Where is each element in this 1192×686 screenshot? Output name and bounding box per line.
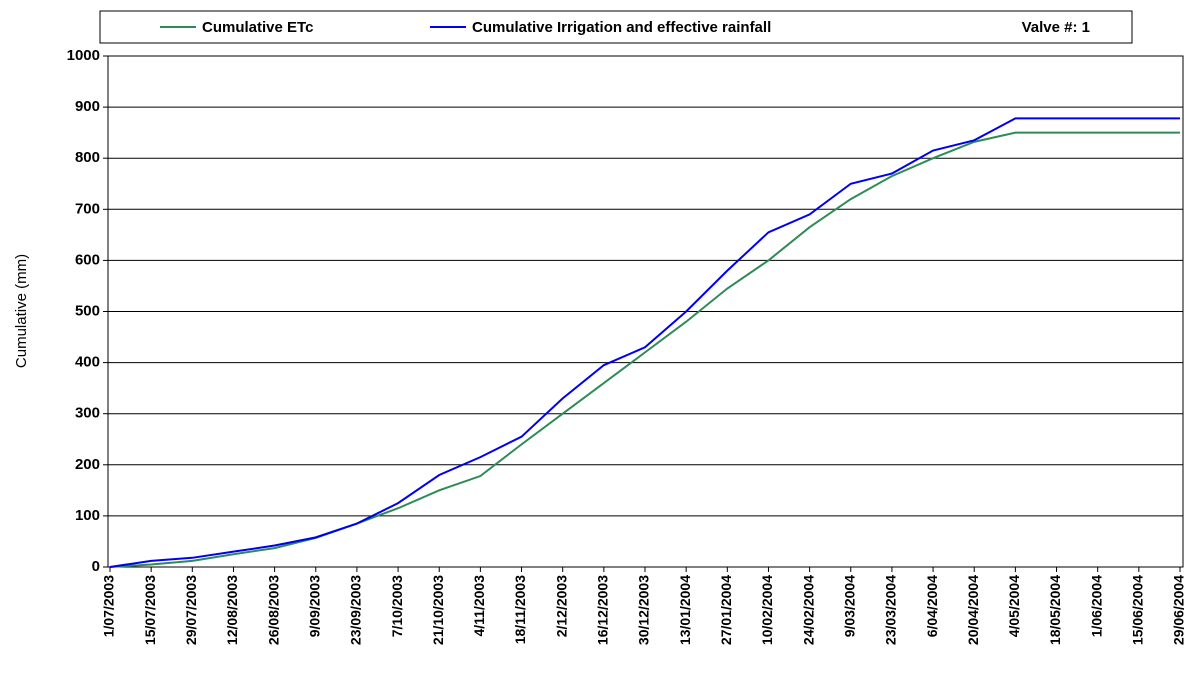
- x-tick-label: 6/04/2004: [924, 575, 940, 637]
- x-tick-label: 24/02/2004: [800, 575, 816, 645]
- y-tick-label: 700: [75, 200, 100, 217]
- x-tick-label: 21/10/2003: [430, 575, 446, 645]
- x-tick-label: 29/06/2004: [1171, 575, 1187, 645]
- y-tick-label: 900: [75, 98, 100, 115]
- legend-box: [99, 10, 1133, 44]
- x-tick-label: 27/01/2004: [718, 575, 734, 645]
- x-tick-label: 10/02/2004: [759, 575, 775, 645]
- y-tick-label: 800: [75, 149, 100, 166]
- y-tick-label: 200: [75, 456, 100, 473]
- y-tick-label: 600: [75, 251, 100, 268]
- x-tick-label: 18/11/2003: [512, 575, 528, 645]
- valve-label: Valve #: 1: [1022, 19, 1090, 36]
- y-tick-label: 400: [75, 354, 100, 371]
- x-tick-label: 13/01/2004: [677, 575, 693, 645]
- x-tick-label: 1/06/2004: [1088, 575, 1104, 637]
- x-tick-label: 2/12/2003: [553, 575, 569, 637]
- legend-label: Cumulative Irrigation and effective rain…: [472, 19, 771, 36]
- x-tick-label: 1/07/2003: [101, 575, 117, 637]
- x-tick-label: 9/03/2004: [841, 575, 857, 637]
- x-tick-label: 7/10/2003: [389, 575, 405, 637]
- x-tick-label: 9/09/2003: [306, 575, 322, 637]
- legend-label: Cumulative ETc: [202, 19, 313, 36]
- x-tick-label: 16/12/2003: [595, 575, 611, 645]
- x-tick-label: 23/09/2003: [348, 575, 364, 645]
- x-tick-label: 26/08/2003: [265, 575, 281, 645]
- x-tick-label: 30/12/2003: [636, 575, 652, 645]
- x-tick-label: 15/07/2003: [142, 575, 158, 645]
- x-tick-label: 20/04/2004: [965, 575, 981, 645]
- x-tick-label: 12/08/2003: [224, 575, 240, 645]
- x-tick-label: 29/07/2003: [183, 575, 199, 645]
- series-line: [109, 117, 1180, 568]
- y-tick-label: 0: [92, 558, 100, 575]
- x-tick-label: 15/06/2004: [1130, 575, 1146, 645]
- x-tick-label: 4/11/2003: [471, 575, 487, 637]
- y-tick-label: 100: [75, 507, 100, 524]
- y-tick-label: 1000: [67, 47, 100, 64]
- x-tick-label: 4/05/2004: [1006, 575, 1022, 637]
- series-line: [109, 131, 1180, 568]
- y-axis-title: Cumulative (mm): [13, 254, 30, 368]
- y-tick-label: 300: [75, 405, 100, 422]
- x-tick-label: 18/05/2004: [1047, 575, 1063, 645]
- y-tick-label: 500: [75, 302, 100, 319]
- x-tick-label: 23/03/2004: [883, 575, 899, 645]
